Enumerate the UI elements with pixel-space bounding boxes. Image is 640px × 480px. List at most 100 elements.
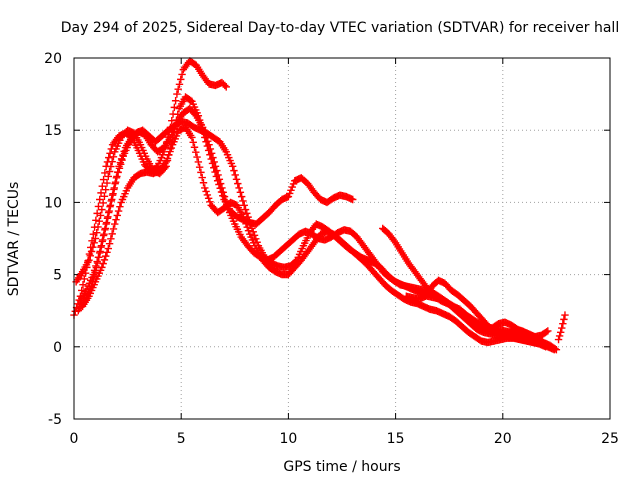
data-point xyxy=(297,247,305,256)
data-point xyxy=(169,127,177,136)
data-point xyxy=(116,136,124,145)
data-point xyxy=(156,156,164,165)
data-point xyxy=(225,153,233,162)
data-point xyxy=(188,97,196,106)
data-point xyxy=(96,211,105,220)
data-point xyxy=(103,214,112,222)
data-point xyxy=(248,236,257,244)
data-point xyxy=(223,151,232,159)
data-point xyxy=(94,253,103,261)
x-tick-label: 10 xyxy=(279,431,297,447)
data-point xyxy=(90,266,99,274)
y-tick-label: 20 xyxy=(44,51,62,67)
data-point xyxy=(94,272,102,280)
data-point xyxy=(558,324,566,332)
data-point xyxy=(222,83,230,91)
data-point xyxy=(109,225,118,233)
data-point xyxy=(174,85,182,93)
data-point xyxy=(210,158,218,166)
data-point xyxy=(242,220,250,228)
data-point xyxy=(240,201,248,209)
data-point xyxy=(110,185,118,194)
data-point xyxy=(159,151,167,159)
data-point xyxy=(102,252,110,260)
data-point xyxy=(198,123,207,132)
data-point xyxy=(105,239,114,248)
data-point xyxy=(97,243,105,251)
data-point xyxy=(99,259,107,268)
data-point xyxy=(239,197,247,205)
data-point xyxy=(287,186,295,194)
data-point xyxy=(105,167,114,176)
data-point xyxy=(117,198,125,207)
data-point xyxy=(289,180,298,188)
data-point xyxy=(202,134,211,142)
data-point xyxy=(87,286,96,295)
data-point xyxy=(189,138,197,147)
data-point xyxy=(205,140,213,149)
data-point xyxy=(192,148,200,156)
y-tick-label: 15 xyxy=(44,123,62,139)
data-point xyxy=(106,203,114,211)
data-point xyxy=(168,140,177,149)
data-point xyxy=(554,335,563,344)
data-point xyxy=(194,158,203,166)
data-point xyxy=(206,198,214,206)
data-point xyxy=(80,275,88,283)
data-point xyxy=(116,203,124,211)
data-point xyxy=(172,132,181,140)
data-point xyxy=(171,97,180,105)
data-point xyxy=(226,156,234,165)
data-point xyxy=(138,143,146,152)
data-point xyxy=(213,166,221,175)
data-point xyxy=(105,153,113,162)
data-point xyxy=(166,133,175,142)
series-track-7 xyxy=(402,276,552,341)
data-point xyxy=(203,191,212,199)
data-point xyxy=(188,133,196,142)
data-point xyxy=(551,345,559,353)
data-point xyxy=(86,289,94,298)
x-axis-label: GPS time / hours xyxy=(283,459,400,475)
data-point xyxy=(228,214,236,222)
y-axis-label: SDTVAR / TECUs xyxy=(6,182,22,297)
data-point xyxy=(243,209,251,218)
data-point xyxy=(298,244,306,253)
data-point xyxy=(232,175,241,183)
data-point xyxy=(111,148,119,156)
data-point xyxy=(93,229,101,237)
data-point xyxy=(555,332,564,340)
data-point xyxy=(139,146,147,155)
data-point xyxy=(118,195,127,204)
data-point xyxy=(112,145,120,153)
data-point xyxy=(228,162,237,170)
data-point xyxy=(163,154,172,163)
data-point xyxy=(94,223,102,231)
data-point xyxy=(214,171,222,179)
data-point xyxy=(91,278,100,286)
data-point xyxy=(98,182,107,190)
data-point xyxy=(93,257,101,266)
data-point xyxy=(84,282,92,290)
data-point xyxy=(251,242,259,250)
data-point xyxy=(234,179,242,188)
data-point xyxy=(120,192,128,201)
data-point xyxy=(177,75,185,84)
data-point xyxy=(104,244,113,253)
data-point xyxy=(111,179,119,188)
data-point xyxy=(95,269,103,277)
data-point xyxy=(115,162,123,170)
data-point xyxy=(99,175,108,184)
data-point xyxy=(197,168,205,177)
data-point xyxy=(79,281,87,289)
x-tick-label: 25 xyxy=(601,431,619,447)
data-point xyxy=(101,169,109,177)
data-point xyxy=(230,166,238,175)
data-point xyxy=(96,249,104,257)
data-point xyxy=(200,127,208,135)
x-tick-label: 15 xyxy=(387,431,405,447)
data-point xyxy=(247,233,255,241)
data-point xyxy=(227,211,235,220)
data-point xyxy=(241,205,250,214)
